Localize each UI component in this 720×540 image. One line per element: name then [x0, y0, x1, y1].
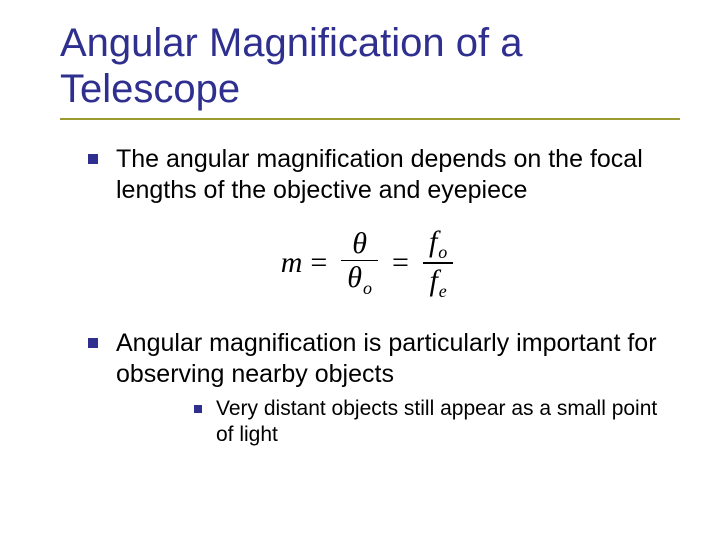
bullet-item: The angular magnification depends on the… [88, 144, 680, 207]
f-num-sub: o [438, 242, 447, 262]
equals-sign: = [310, 246, 327, 280]
f-den-sub: e [439, 281, 447, 301]
formula: m = θ θo = fo fe [281, 225, 460, 302]
f-den: f [429, 264, 437, 297]
square-bullet-icon [88, 154, 98, 164]
bullet-item: Angular magnification is particularly im… [88, 328, 680, 449]
sub-bullet-item: Very distant objects still appear as a s… [194, 396, 680, 449]
sub-bullet-text: Very distant objects still appear as a s… [216, 396, 680, 449]
square-bullet-icon [194, 405, 202, 413]
bullet-text: Angular magnification is particularly im… [116, 328, 680, 391]
slide: Angular Magnification of a Telescope The… [0, 0, 720, 487]
formula-lhs: m [281, 246, 303, 280]
slide-title: Angular Magnification of a Telescope [60, 20, 680, 120]
fraction-f: fo fe [423, 225, 453, 302]
equals-sign: = [392, 246, 409, 280]
f-num: f [429, 225, 437, 258]
theta-den-sub: o [363, 278, 372, 298]
bullet-text: The angular magnification depends on the… [116, 144, 680, 207]
theta-den: θ [347, 261, 362, 294]
theta-num: θ [352, 227, 367, 260]
square-bullet-icon [88, 338, 98, 348]
fraction-theta: θ θo [341, 227, 378, 299]
formula-block: m = θ θo = fo fe [60, 225, 680, 302]
